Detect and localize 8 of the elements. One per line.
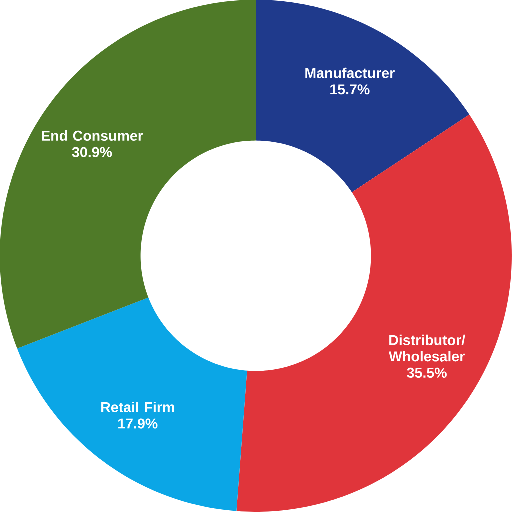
slice-label: End Consumer bbox=[42, 130, 144, 142]
slice-label: Manufacturer bbox=[306, 68, 395, 78]
slice-label: Distributor/ Wholesaler bbox=[389, 334, 466, 362]
data-label: 30.9% bbox=[72, 147, 112, 158]
slice-label: Retail Firm bbox=[102, 402, 174, 412]
data-label: 35.5% bbox=[407, 368, 447, 378]
data-label: 15.7% bbox=[330, 84, 370, 95]
data-label: 17.9% bbox=[118, 418, 158, 429]
